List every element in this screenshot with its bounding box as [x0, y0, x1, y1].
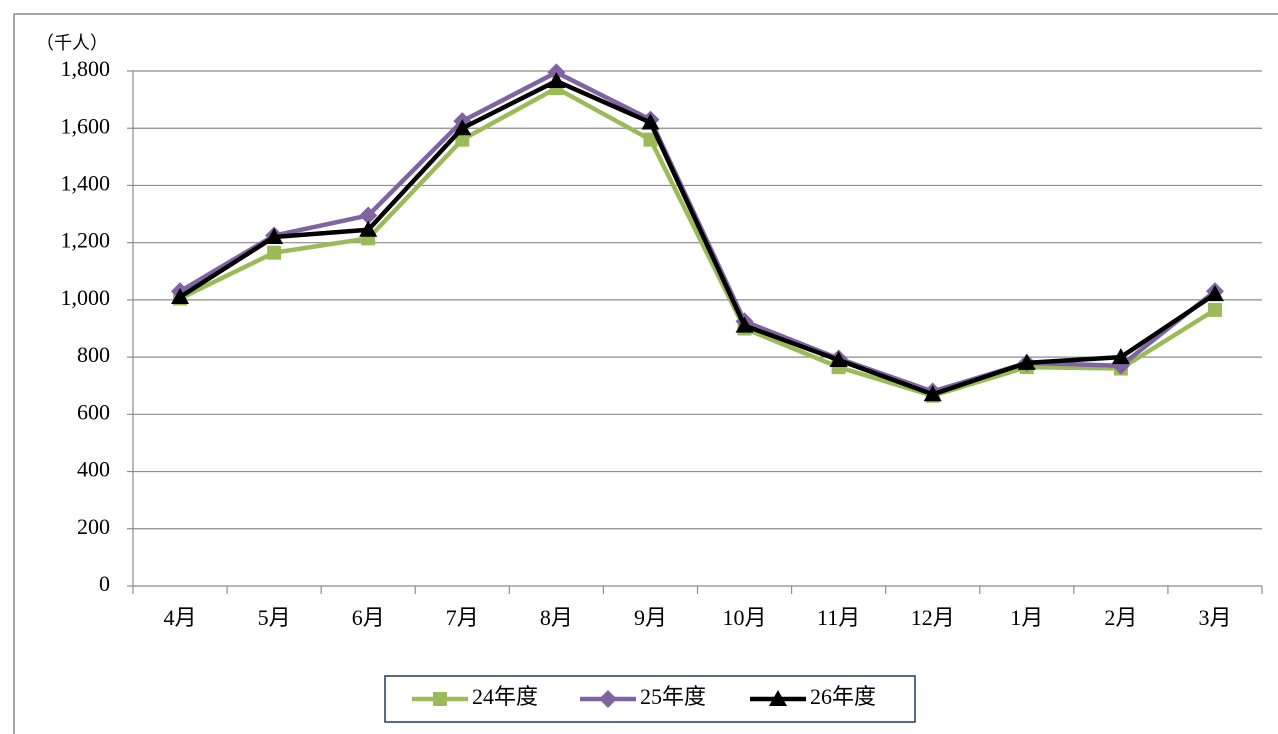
marker [547, 72, 566, 89]
y-tick-label: 1,800 [61, 56, 111, 81]
x-tick-label: 5月 [258, 605, 291, 630]
marker [643, 132, 658, 147]
marker [923, 385, 942, 402]
legend-box [384, 675, 916, 723]
x-tick-label: 7月 [446, 605, 479, 630]
marker [171, 288, 190, 305]
y-tick-label: 400 [77, 457, 110, 482]
legend-label: 24年度 [472, 684, 538, 709]
x-tick-label: 1月 [1010, 605, 1043, 630]
y-tick-label: 1,000 [61, 285, 111, 310]
y-tick-label: 800 [77, 342, 110, 367]
marker [1017, 353, 1036, 370]
x-tick-label: 8月 [540, 605, 573, 630]
y-tick-label: 0 [99, 571, 110, 596]
marker [641, 113, 660, 130]
legend-marker [433, 692, 447, 706]
marker [359, 206, 378, 225]
marker [1207, 302, 1222, 317]
y-tick-label: 600 [77, 399, 110, 424]
marker [265, 227, 284, 244]
y-tick-label: 1,200 [61, 228, 111, 253]
x-tick-label: 3月 [1198, 605, 1231, 630]
x-tick-label: 9月 [634, 605, 667, 630]
x-tick-label: 4月 [164, 605, 197, 630]
series-line [179, 85, 1217, 398]
x-tick-label: 2月 [1104, 605, 1137, 630]
legend-marker [599, 690, 617, 708]
marker [1205, 285, 1224, 302]
marker [455, 132, 470, 147]
x-tick-label: 10月 [723, 605, 767, 630]
marker [829, 350, 848, 367]
legend-label: 26年度 [810, 684, 876, 709]
y-tick-label: 1,400 [61, 170, 111, 195]
y-tick-label: 1,600 [61, 113, 111, 138]
x-tick-label: 11月 [817, 605, 860, 630]
marker [1111, 348, 1130, 365]
x-tick-label: 6月 [352, 605, 385, 630]
legend-label: 25年度 [640, 684, 706, 709]
marker [735, 316, 754, 333]
legend-marker [769, 690, 787, 706]
marker [267, 245, 282, 260]
marker [359, 220, 378, 237]
x-tick-label: 12月 [911, 605, 955, 630]
y-axis-label: （千人） [36, 33, 108, 53]
series-line [178, 78, 1217, 397]
marker [453, 119, 472, 136]
y-tick-label: 200 [77, 514, 110, 539]
